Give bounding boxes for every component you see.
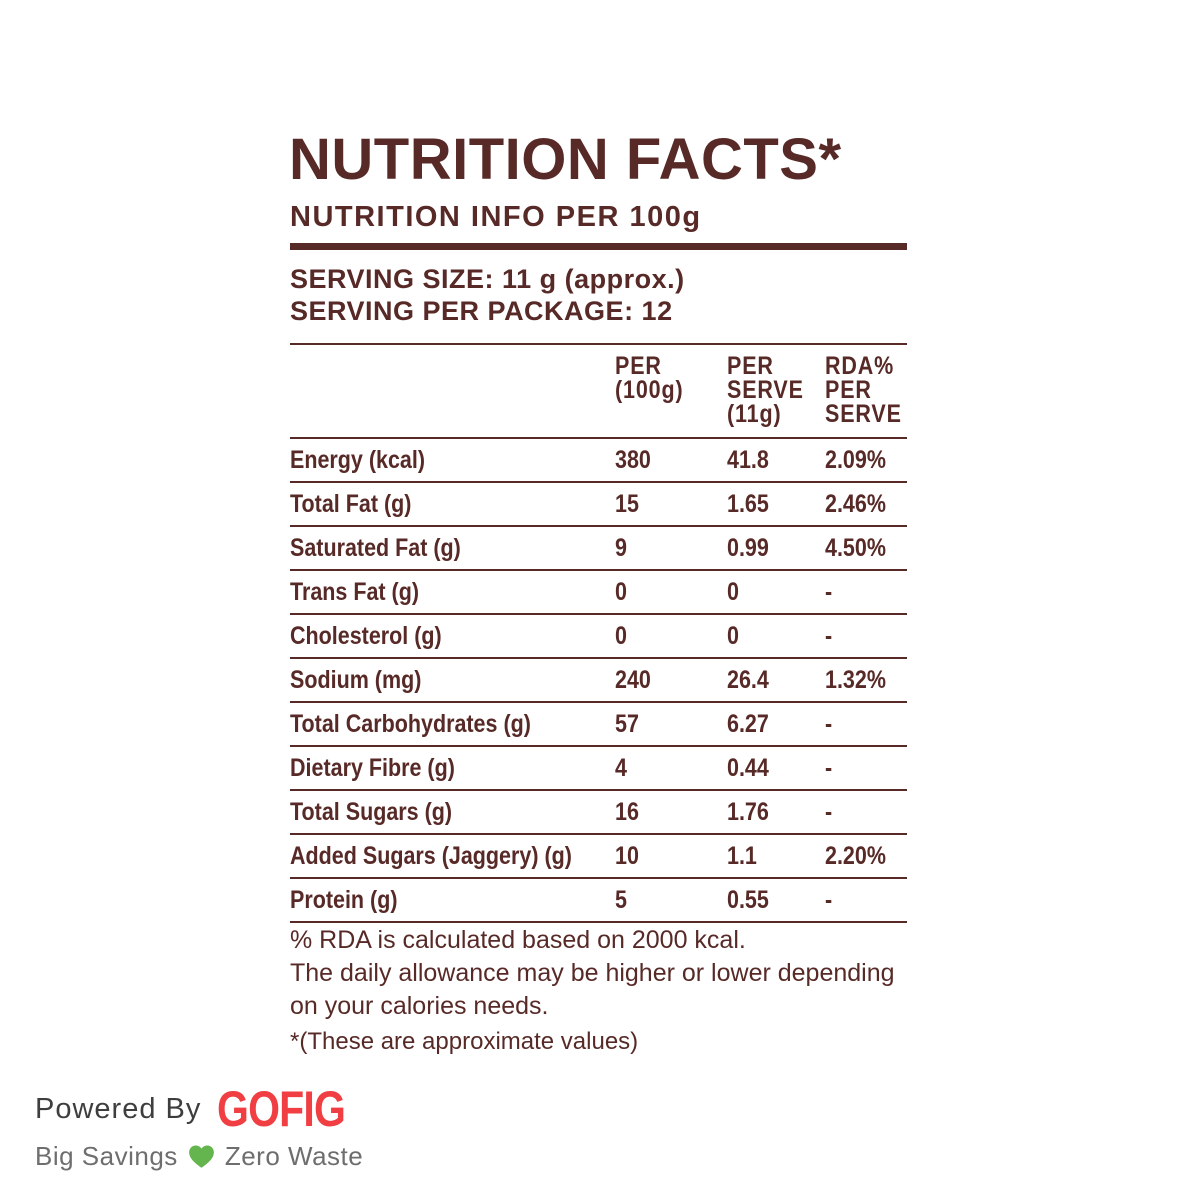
nutrient-label: Protein (g) <box>290 885 398 914</box>
nutrient-label: Saturated Fat (g) <box>290 533 461 562</box>
nutrition-info-subtitle: NUTRITION INFO PER 100g <box>290 201 702 233</box>
tagline-row: Big Savings Zero Waste <box>35 1141 373 1172</box>
zero-waste-label: Zero Waste <box>224 1141 364 1171</box>
rda-per-serve-value: - <box>825 753 833 782</box>
per-100g-value: 57 <box>615 709 639 738</box>
per-100g-value: 4 <box>615 753 627 782</box>
per-serve-value: 0.44 <box>727 753 769 782</box>
table-row: Cholesterol (g) 0 0 - <box>290 613 907 657</box>
gofig-footer: Powered By GOFIG Big Savings Zero Waste <box>35 1084 373 1172</box>
per-serve-value: 1.1 <box>727 841 757 870</box>
table-row: Total Fat (g) 15 1.65 2.46% <box>290 481 907 525</box>
per-100g-value: 10 <box>615 841 639 870</box>
nutrient-label: Sodium (mg) <box>290 665 422 694</box>
approx-values-footnote: *(These are approximate values) <box>290 1028 639 1055</box>
per-100g-value: 16 <box>615 797 639 826</box>
nutrient-label: Total Carbohydrates (g) <box>290 709 531 738</box>
page-title: NUTRITION FACTS* <box>289 127 842 192</box>
nutrient-label: Trans Fat (g) <box>290 577 420 606</box>
per-100g-value: 380 <box>615 445 651 474</box>
table-row: Protein (g) 5 0.55 - <box>290 877 907 921</box>
rda-per-serve-value: 1.32% <box>825 665 886 694</box>
heart-icon <box>188 1144 215 1169</box>
table-header-row: PER (100g) PER SERVE (11g) RDA% PER SERV… <box>290 345 907 437</box>
per-100g-value: 9 <box>615 533 627 562</box>
per-serve-value: 6.27 <box>727 709 769 738</box>
rda-per-serve-value: - <box>825 709 833 738</box>
per-serve-value: 0 <box>727 577 739 606</box>
nutrition-table: PER (100g) PER SERVE (11g) RDA% PER SERV… <box>290 343 907 923</box>
rda-per-serve-value: 4.50% <box>825 533 886 562</box>
rda-per-serve-value: 2.20% <box>825 841 886 870</box>
table-row: Trans Fat (g) 0 0 - <box>290 569 907 613</box>
table-row: Added Sugars (Jaggery) (g) 10 1.1 2.20% <box>290 833 907 877</box>
per-100g-value: 0 <box>615 621 627 650</box>
rda-per-serve-value: - <box>825 797 833 826</box>
serving-per-package-text: SERVING PER PACKAGE: 12 <box>290 296 673 326</box>
rda-per-serve-value: - <box>825 621 833 650</box>
nutrient-label: Energy (kcal) <box>290 445 426 474</box>
table-row: Sodium (mg) 240 26.4 1.32% <box>290 657 907 701</box>
rda-per-serve-value: 2.46% <box>825 489 886 518</box>
rda-per-serve-value: - <box>825 577 833 606</box>
per-100g-value: 15 <box>615 489 639 518</box>
nutrient-label: Dietary Fibre (g) <box>290 753 455 782</box>
column-header-nutrient <box>290 354 570 426</box>
nutrient-label: Cholesterol (g) <box>290 621 442 650</box>
table-row: Energy (kcal) 380 41.8 2.09% <box>290 437 907 481</box>
column-header-per-100g: PER (100g) <box>615 352 684 404</box>
serving-size-text: SERVING SIZE: 11 g (approx.) <box>290 264 685 294</box>
per-serve-value: 0 <box>727 621 739 650</box>
big-savings-label: Big Savings <box>35 1141 178 1171</box>
table-row: Total Carbohydrates (g) 57 6.27 - <box>290 701 907 745</box>
per-serve-value: 0.99 <box>727 533 769 562</box>
per-serve-value: 26.4 <box>727 665 769 694</box>
per-serve-value: 0.55 <box>727 885 769 914</box>
powered-by-row: Powered By GOFIG <box>35 1084 373 1134</box>
gofig-logo: GOFIG <box>217 1081 346 1137</box>
rda-per-serve-value: - <box>825 885 833 914</box>
nutrition-table-body: Energy (kcal) 380 41.8 2.09% Total Fat (… <box>290 437 907 921</box>
column-header-rda-per-serve: RDA% PER SERVE <box>825 352 902 428</box>
rda-per-serve-value: 2.09% <box>825 445 886 474</box>
powered-by-label: Powered By <box>35 1092 202 1125</box>
header-divider <box>290 243 907 250</box>
nutrient-label: Added Sugars (Jaggery) (g) <box>290 841 572 870</box>
table-row: Saturated Fat (g) 9 0.99 4.50% <box>290 525 907 569</box>
per-serve-value: 1.76 <box>727 797 769 826</box>
nutrient-label: Total Fat (g) <box>290 489 412 518</box>
per-serve-value: 1.65 <box>727 489 769 518</box>
nutrient-label: Total Sugars (g) <box>290 797 453 826</box>
per-serve-value: 41.8 <box>727 445 769 474</box>
table-row: Total Sugars (g) 16 1.76 - <box>290 789 907 833</box>
column-header-per-serve: PER SERVE (11g) <box>727 352 804 428</box>
table-row: Dietary Fibre (g) 4 0.44 - <box>290 745 907 789</box>
rda-footnote: % RDA is calculated based on 2000 kcal. … <box>290 926 895 1020</box>
per-100g-value: 5 <box>615 885 627 914</box>
per-100g-value: 0 <box>615 577 627 606</box>
per-100g-value: 240 <box>615 665 651 694</box>
